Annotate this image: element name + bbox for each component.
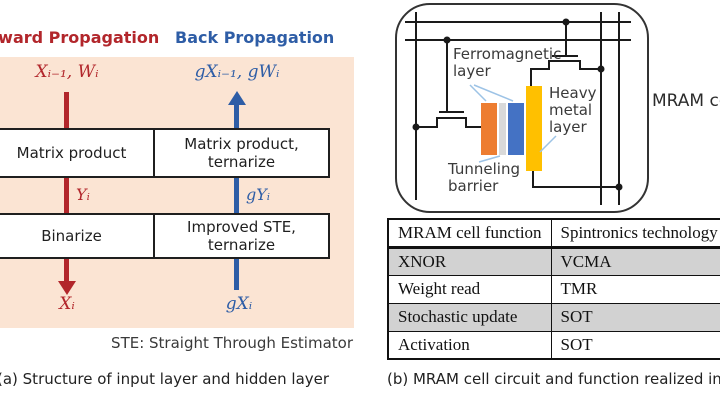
cell-technology: SOT [550,330,720,360]
cell-function: Stochastic update [387,302,552,332]
improved-ste-box-label: Improved STE, ternarize [187,218,296,254]
table-row: XNOR VCMA [387,246,720,276]
heavy-metal-layer-bar [526,86,542,171]
matrix-product-box: Matrix product [0,128,155,178]
back-mid-grad: gYᵢ [246,185,271,204]
forward-arrow-mid-segment [64,176,69,215]
heavy-metal-layer-label: Heavy metal layer [549,84,597,136]
label-leader-lines [469,84,557,163]
binarize-box: Binarize [0,213,155,259]
ste-abbreviation-note: STE: Straight Through Estimator [111,334,353,352]
cell-technology: VCMA [550,246,720,276]
table-header-function: MRAM cell function [387,218,552,249]
back-arrow-top-segment [234,103,239,130]
mram-cell-for-cim-label: MRAM cell for CiM [652,91,720,111]
back-arrow-mid-segment [234,176,239,215]
binarize-box-label: Binarize [41,227,102,245]
ferromagnetic-layer-label: Ferromagnetic layer [453,45,562,80]
tunneling-barrier-layer [499,103,506,155]
table-row: Activation SOT [387,330,720,360]
junction-dots [412,18,623,191]
caption-a: (a) Structure of input layer and hidden … [0,370,330,388]
forward-arrow-bottom-segment [64,257,69,282]
forward-arrow-top-segment [64,92,69,130]
matrix-product-box-label: Matrix product [16,144,127,162]
table-header-row: MRAM cell function Spintronics technolog… [387,218,720,249]
forward-propagation-label: Forward Propagation [0,28,160,47]
matrix-product-ternarize-box-label: Matrix product, ternarize [184,135,299,171]
back-output-grads: gXᵢ₋₁, gWᵢ [194,62,280,82]
ferromagnetic-layer-left [481,103,497,155]
improved-ste-box: Improved STE, ternarize [153,213,330,259]
matrix-product-ternarize-box: Matrix product, ternarize [153,128,330,178]
back-arrow-bottom-segment [234,257,239,290]
cell-function: XNOR [387,246,552,276]
forward-input-vars: Xᵢ₋₁, Wᵢ [35,62,99,82]
cell-function: Weight read [387,274,552,304]
caption-b: (b) MRAM cell circuit and function reali… [387,370,720,388]
forward-arrow-down-head [58,281,76,295]
cell-function: Activation [387,330,552,360]
cell-technology: TMR [550,274,720,304]
forward-output-var: Xᵢ [59,294,75,314]
ferromagnetic-layer-right [508,103,524,155]
forward-mid-var: Yᵢ [76,185,90,204]
tunneling-barrier-label: Tunneling barrier [448,160,520,195]
table-row: Weight read TMR [387,274,720,304]
circuit-wires [405,12,631,205]
back-propagation-label: Back Propagation [175,28,335,47]
cell-boundary [395,3,649,213]
mram-function-table: MRAM cell function Spintronics technolog… [387,218,720,360]
cell-technology: SOT [550,302,720,332]
table-row: Stochastic update SOT [387,302,720,332]
back-arrow-up-head [228,91,246,105]
back-input-grad: gXᵢ [225,294,253,314]
table-header-technology: Spintronics technology [550,218,720,249]
